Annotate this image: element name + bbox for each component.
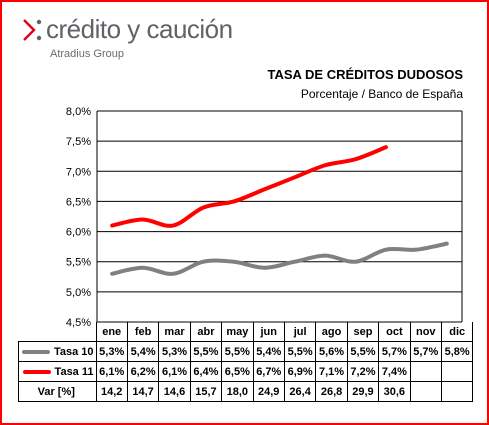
brand-mark-icon xyxy=(23,19,42,41)
legend-entry: Tasa 10 xyxy=(18,341,97,362)
legend-label: Tasa 11 xyxy=(54,365,94,378)
legend-entry: Tasa 11 xyxy=(18,361,97,382)
legend-swatch xyxy=(21,349,50,354)
var-value: 14,7 xyxy=(126,381,160,402)
table-corner xyxy=(19,322,97,342)
data-label: 5,7% xyxy=(378,341,411,362)
x-tick-label: jun xyxy=(252,322,285,342)
data-label: 6,2% xyxy=(126,361,160,382)
var-value: 14,6 xyxy=(158,381,191,402)
y-tick-label: 6,0% xyxy=(66,227,91,239)
data-table: ene feb mar abr may jun jul ago sep oct nov dic Tasa… xyxy=(18,322,474,402)
x-tick-label: ene xyxy=(95,322,128,342)
data-label: 5,5% xyxy=(189,341,223,362)
var-value: 26,8 xyxy=(315,381,348,402)
series-line-2 xyxy=(110,145,388,228)
x-tick-label: oct xyxy=(378,322,411,342)
x-tick-label: abr xyxy=(189,322,223,342)
var-value: 15,7 xyxy=(189,381,223,402)
data-label: 5,4% xyxy=(252,341,285,362)
table-row: Var [%] 14,2 14,7 14,6 15,7 18,0 24,9 26,4 26,8 2… xyxy=(18,381,474,402)
data-label: 6,1% xyxy=(158,361,191,382)
data-label: 7,2% xyxy=(346,361,380,382)
x-tick-label: jul xyxy=(283,322,317,342)
data-label: 5,7% xyxy=(409,341,442,362)
data-label: 5,3% xyxy=(158,341,191,362)
table-row: Tasa 10 5,3% 5,4% 5,3% 5,5% 5,5% 5,4% 5,5% 5,6% 5… xyxy=(18,341,474,362)
chart-subtitle: Porcentaje / Banco de España xyxy=(300,87,463,101)
data-label: 7,1% xyxy=(315,361,348,382)
y-tick-label: 7,5% xyxy=(66,136,91,148)
y-tick-label: 5,0% xyxy=(66,287,91,299)
x-tick-label: feb xyxy=(126,322,160,342)
legend-label: Tasa 10 xyxy=(53,345,94,358)
x-tick-label: dic xyxy=(440,322,474,342)
y-tick-label: 6,5% xyxy=(66,196,91,208)
data-label: 5,6% xyxy=(315,341,348,362)
x-tick-label: nov xyxy=(409,322,442,342)
var-value: 26,4 xyxy=(283,381,317,402)
y-tick-label: 5,5% xyxy=(66,257,91,269)
var-value: 30,6 xyxy=(378,381,411,402)
data-label: 5,5% xyxy=(283,341,317,362)
x-tick-label: ago xyxy=(315,322,348,342)
data-label: 6,9% xyxy=(283,361,317,382)
y-tick-label: 8,0% xyxy=(66,106,91,118)
table-row: Tasa 11 6,1% 6,2% 6,1% 6,4% 6,5% 6,7% 6,9% 7,1% 7… xyxy=(18,361,474,382)
table-header-row: ene feb mar abr may jun jul ago sep oct nov dic xyxy=(19,322,474,342)
series-line-1 xyxy=(110,241,449,276)
data-label: 6,5% xyxy=(221,361,254,382)
data-label: 5,5% xyxy=(221,341,254,362)
data-label: 5,4% xyxy=(126,341,160,362)
x-tick-label: mar xyxy=(158,322,191,342)
x-tick-label: may xyxy=(221,322,254,342)
data-label: 7,4% xyxy=(378,361,411,382)
grid-layer xyxy=(96,110,463,323)
data-label: 5,5% xyxy=(346,341,380,362)
data-label: 6,4% xyxy=(189,361,223,382)
chart-title: TASA DE CRÉDITOS DUDOSOS xyxy=(267,67,463,82)
var-row-label: Var [%] xyxy=(18,381,97,402)
var-value: 24,9 xyxy=(252,381,285,402)
var-value xyxy=(409,381,442,402)
data-label xyxy=(409,361,442,382)
data-label: 6,7% xyxy=(252,361,285,382)
var-value: 18,0 xyxy=(221,381,254,402)
x-tick-label: sep xyxy=(346,322,380,342)
y-axis-ticks: 8,0% 7,5% 7,0% 6,5% 6,0% 5,5% 5,0% 4,5% xyxy=(66,106,91,329)
var-value: 29,9 xyxy=(346,381,380,402)
data-label: 5,3% xyxy=(95,341,128,362)
data-label xyxy=(440,361,474,382)
brand-name: crédito y caución xyxy=(46,14,233,44)
data-label: 5,8% xyxy=(440,341,474,362)
var-value xyxy=(440,381,474,402)
data-label: 6,1% xyxy=(95,361,128,382)
series-layer xyxy=(110,145,449,276)
legend-swatch xyxy=(22,369,51,374)
y-tick-label: 7,0% xyxy=(66,166,91,178)
var-value: 14,2 xyxy=(95,381,128,402)
y-tick-label: 4,5% xyxy=(66,317,91,329)
brand-group: Atradius Group xyxy=(50,48,124,60)
